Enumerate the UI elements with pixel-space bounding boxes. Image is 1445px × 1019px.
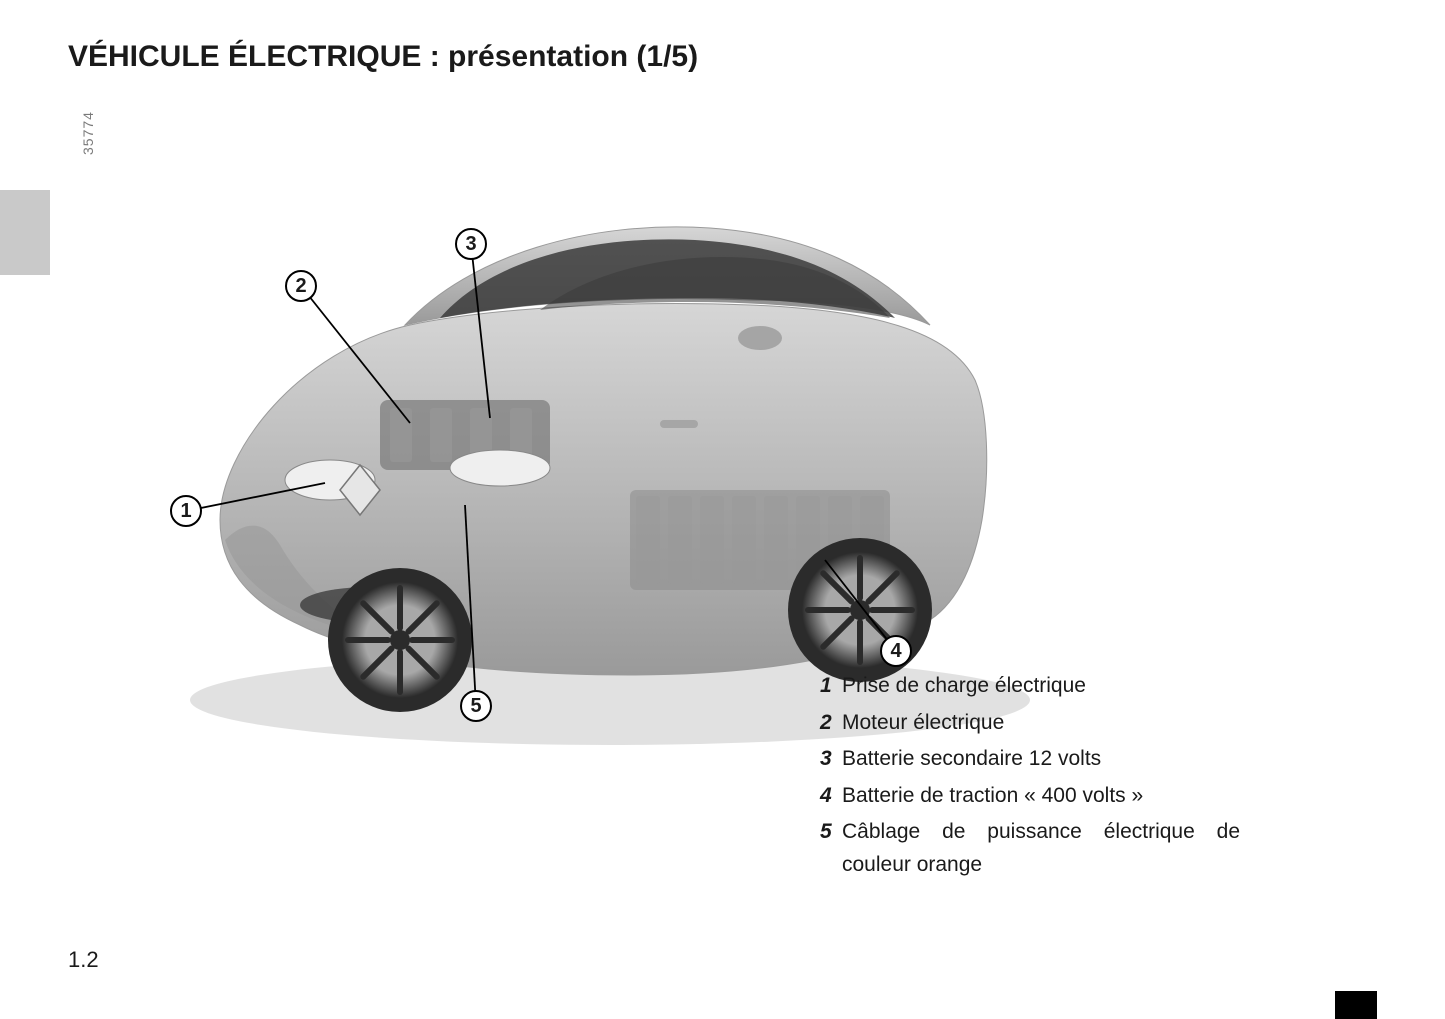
legend-text: Batterie secondaire 12 volts bbox=[842, 743, 1240, 776]
legend-item-2: 2Moteur électrique bbox=[820, 707, 1240, 740]
legend-number: 3 bbox=[820, 743, 842, 776]
page-title: VÉHICULE ÉLECTRIQUE : présentation (1/5) bbox=[68, 40, 698, 74]
callout-2: 2 bbox=[285, 270, 317, 302]
callout-5: 5 bbox=[460, 690, 492, 722]
page: VÉHICULE ÉLECTRIQUE : présentation (1/5)… bbox=[0, 0, 1445, 1019]
legend-text: Moteur électrique bbox=[842, 707, 1240, 740]
vehicle-diagram: 1 2 3 4 5 bbox=[70, 100, 1120, 760]
page-number: 1.2 bbox=[68, 947, 99, 973]
callout-4: 4 bbox=[880, 635, 912, 667]
legend-text: Prise de charge électrique bbox=[842, 670, 1240, 703]
vehicle-svg bbox=[70, 100, 1120, 760]
title-pager: (1/5) bbox=[636, 40, 698, 73]
side-tab bbox=[0, 190, 50, 275]
legend-item-3: 3Batterie secondaire 12 volts bbox=[820, 743, 1240, 776]
legend-text: Batterie de traction « 400 volts » bbox=[842, 780, 1240, 813]
legend-number: 4 bbox=[820, 780, 842, 813]
legend-item-1: 1Prise de charge électrique bbox=[820, 670, 1240, 703]
legend-number: 1 bbox=[820, 670, 842, 703]
legend-item-4: 4Batterie de traction « 400 volts » bbox=[820, 780, 1240, 813]
legend-item-5: 5Câblage de puissance électrique de coul… bbox=[820, 816, 1240, 881]
section-tab bbox=[1335, 991, 1377, 1019]
legend-number: 2 bbox=[820, 707, 842, 740]
callout-1: 1 bbox=[170, 495, 202, 527]
callout-3: 3 bbox=[455, 228, 487, 260]
legend-text: Câblage de puissance électrique de coule… bbox=[842, 816, 1240, 881]
legend: 1Prise de charge électrique2Moteur élect… bbox=[820, 670, 1240, 885]
legend-number: 5 bbox=[820, 816, 842, 881]
title-main: VÉHICULE ÉLECTRIQUE : présentation bbox=[68, 40, 636, 73]
